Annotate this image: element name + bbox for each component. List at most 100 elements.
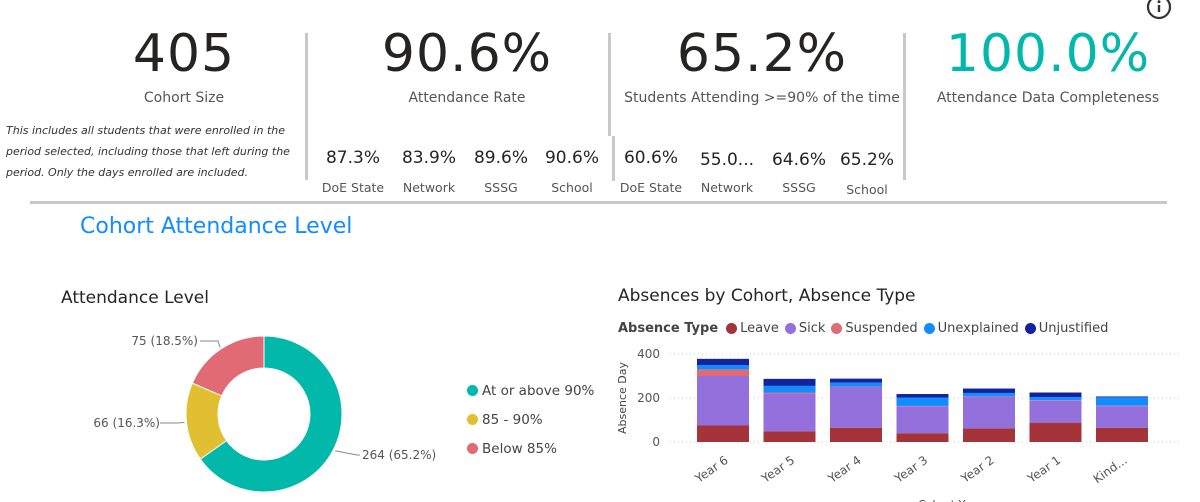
x-axis-label: Cohort Year [918,498,982,502]
legend-item[interactable]: Sick [784,321,826,336]
x-tick-label: Year 1 [1024,453,1063,486]
legend-label: Sick [798,321,826,336]
legend-label: At or above 90% [482,382,595,399]
breakdown-value: 65.2% [839,150,894,170]
kpi-divider [608,33,611,136]
bar-segment[interactable] [763,378,816,386]
donut-slice[interactable] [199,335,343,493]
x-tick-label: Year 5 [758,453,797,486]
bar-segment[interactable] [963,392,1015,397]
legend-item[interactable]: Suspended [831,321,918,336]
bar-segment[interactable] [763,392,816,394]
legend-item[interactable]: 85 - 90% [467,405,594,434]
students-attending-value: 65.2% [676,24,848,84]
y-tick-label: 200 [637,391,660,405]
legend-item[interactable]: Unjustified [1024,321,1109,336]
attendance-rate-breakdown: 87.3% DoE State 83.9% Network 89.6% SSSG… [318,148,608,200]
attendance-level-donut: 264 (65.2%) 66 (16.3%) 75 (18.5%) [93,334,436,493]
breakdown-label: Network [402,180,456,195]
cohort-size-label: Cohort Size [143,90,225,106]
donut-data-label: 75 (18.5%) [131,334,198,348]
legend-item[interactable]: Leave [726,321,779,336]
bar-segment[interactable] [830,382,882,387]
info-icon[interactable] [1146,0,1172,20]
section-divider [30,201,1167,204]
bar-segment[interactable] [1096,397,1148,406]
bar-chart-title: Absences by Cohort, Absence Type [618,286,916,306]
bar-segment[interactable] [1029,392,1082,398]
breakdown-value: 83.9% [401,148,456,168]
legend-dot [467,414,478,425]
x-tick-label: Year 2 [958,453,997,486]
legend-dot [467,385,478,396]
legend-dot [726,323,738,334]
legend-label: Suspended [845,321,918,336]
students-attending-label: Students Attending >=90% of the time [624,90,900,106]
students-attending-breakdown: 60.6% DoE State 55.0... Network 64.6% SS… [616,148,906,200]
absences-bar-chart: 0 200 400 Absence Day Year 6 Year 5 Year 4 Year… [616,347,1180,502]
y-tick-label: 0 [652,435,660,449]
kpi-divider [903,33,906,180]
attendance-rate-value: 90.6% [381,24,553,84]
bar-segment[interactable] [697,358,749,365]
donut-leader-line [200,340,221,348]
donut-chart-title: Attendance Level [61,288,209,308]
breakdown-value: 90.6% [544,148,599,168]
attendance-rate-label: Attendance Rate [408,90,526,106]
legend-dot [784,323,796,334]
legend-label: Unjustified [1038,321,1109,336]
cohort-size-note: This includes all students that were enr… [6,124,290,179]
breakdown-label: Network [700,180,754,195]
bar-segment[interactable] [1029,400,1082,423]
bar-segment[interactable] [1029,397,1082,401]
legend-item[interactable]: Below 85% [467,434,594,463]
bar-segment[interactable] [1096,406,1148,428]
breakdown-label: DoE State [619,180,683,195]
breakdown-label: School [846,182,888,197]
breakdown-value: 64.6% [771,150,826,170]
bar-segment[interactable] [963,428,1015,442]
breakdown-label: DoE State [321,180,385,195]
bar-segment[interactable] [763,385,816,393]
legend-title: Absence Type [618,321,719,336]
bar-segment[interactable] [896,394,949,398]
kpi-divider [612,136,615,181]
bar-segment[interactable] [963,396,1015,429]
legend-label: Leave [740,321,779,336]
bar-segment[interactable] [763,431,816,442]
legend-item[interactable]: Unexplained [923,321,1019,336]
breakdown-value: 87.3% [325,148,380,168]
bar-segment[interactable] [1096,427,1148,442]
bar-segment[interactable] [896,397,949,406]
bar-segment[interactable] [963,388,1015,393]
bar-segment[interactable] [1029,422,1082,442]
donut-leader-line [334,450,360,456]
bar-segment[interactable] [697,369,749,376]
bar-segment[interactable] [830,378,882,383]
bar-segment[interactable] [763,393,816,432]
bar-segment[interactable] [830,387,882,428]
breakdown-label: SSSG [484,180,518,195]
legend-item[interactable]: At or above 90% [467,376,594,405]
legend-label: Below 85% [482,440,557,457]
donut-slice[interactable] [191,335,265,397]
bar-segment[interactable] [697,365,749,370]
data-completeness-value: 100.0% [945,24,1151,84]
bar-segment[interactable] [830,427,882,442]
legend-dot [467,443,478,454]
bar-segment[interactable] [896,406,949,434]
x-tick-label: Year 3 [891,453,930,486]
breakdown-label: School [551,180,593,195]
section-title: Cohort Attendance Level [80,214,353,239]
donut-leader-line [160,421,185,424]
x-tick-label: Kind... [1091,453,1130,486]
bar-segment[interactable] [697,376,749,426]
bar-segment[interactable] [697,425,749,443]
x-tick-label: Year 6 [692,453,731,486]
legend-dot [923,323,935,334]
bar-segment[interactable] [1096,396,1148,398]
legend-label: 85 - 90% [482,411,543,428]
kpi-divider [305,33,308,180]
legend-label: Unexplained [937,321,1019,336]
bar-segment[interactable] [896,433,949,442]
